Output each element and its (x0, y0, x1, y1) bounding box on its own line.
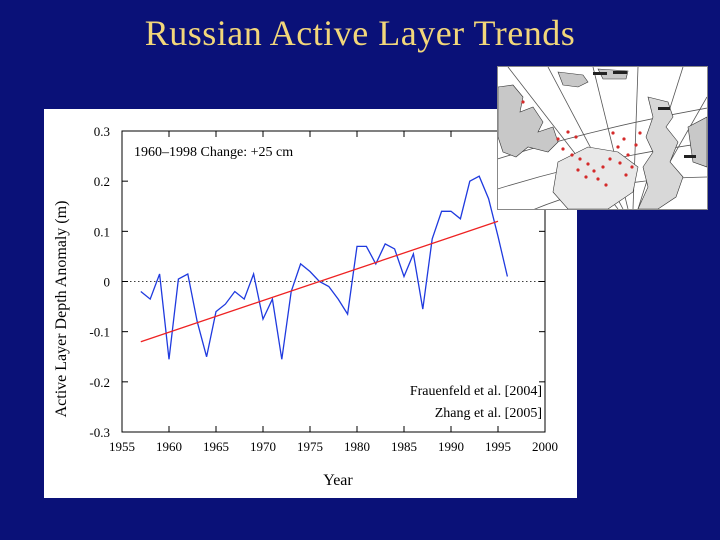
change-annotation: 1960–1998 Change: +25 cm (134, 145, 293, 160)
x-tick-label: 1985 (391, 439, 417, 454)
y-tick-label: 0.1 (94, 224, 110, 239)
y-tick-label: 0.2 (94, 174, 110, 189)
x-tick-label: 2000 (532, 439, 558, 454)
y-tick-label: -0.3 (89, 425, 110, 440)
y-tick-label: 0 (104, 275, 111, 290)
x-tick-label: 1995 (485, 439, 511, 454)
x-axis-title: Year (323, 472, 353, 489)
y-tick-label: -0.1 (89, 325, 110, 340)
chart-panel: 1955 1960 1965 1970 1975 1980 1985 1990 1995 2000… (44, 109, 577, 498)
x-tick-label: 1980 (344, 439, 370, 454)
axis-ticks: 1955 1960 1965 1970 1975 1980 1985 1990 1995 2000… (89, 124, 558, 454)
y-axis-title: Active Layer Depth Anomaly (m) (53, 201, 70, 418)
x-tick-label: 1970 (250, 439, 276, 454)
slide-title: Russian Active Layer Trends (144, 13, 576, 53)
x-tick-label: 1975 (297, 439, 323, 454)
inset-map-graphic (487, 66, 714, 213)
y-tick-label: -0.2 (89, 375, 110, 390)
arctic-map-icon (487, 66, 714, 213)
x-tick-label: 1960 (156, 439, 182, 454)
series-group (140, 175, 509, 360)
y-tick-label: 0.3 (94, 124, 110, 139)
active-layer-chart: 1955 1960 1965 1970 1975 1980 1985 1990 1995 2000… (53, 124, 558, 489)
citation-zhang: Zhang et al. [2005] (435, 406, 542, 421)
x-tick-label: 1990 (438, 439, 464, 454)
citation-frauenfeld: Frauenfeld et al. [2004] (410, 384, 542, 399)
series-line (140, 175, 509, 360)
trend-line (140, 220, 499, 343)
x-tick-label: 1955 (109, 439, 135, 454)
x-tick-label: 1965 (203, 439, 229, 454)
